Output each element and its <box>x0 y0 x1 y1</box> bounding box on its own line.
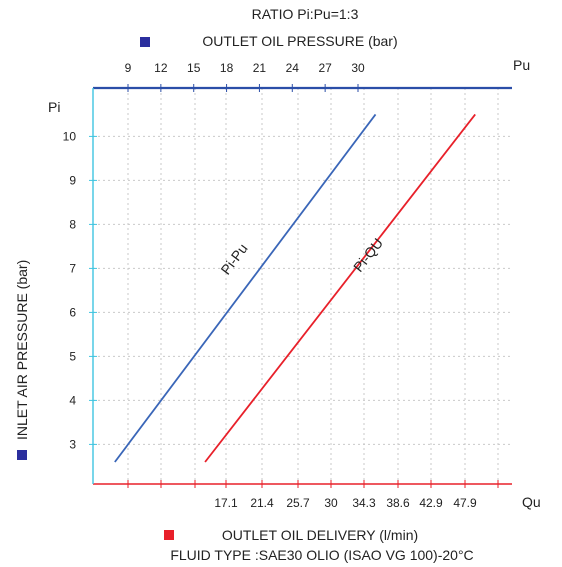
left-tick-label: 9 <box>69 173 76 187</box>
top-tick-label: 12 <box>154 61 168 75</box>
tick-labels: 9 12 15 18 21 24 27 30 17.1 21.4 25.7 30 34.3 38.6 42.… <box>63 61 477 510</box>
left-legend-label: INLET AIR PRESSURE (bar) <box>14 260 30 440</box>
left-tick-label: 8 <box>69 217 76 231</box>
bottom-tick-label: 30 <box>324 496 338 510</box>
left-legend-marker <box>17 450 27 460</box>
axes <box>89 84 512 488</box>
top-tick-label: 9 <box>125 61 132 75</box>
top-legend-marker <box>140 37 150 47</box>
bottom-tick-label: 42.9 <box>419 496 443 510</box>
top-tick-label: 21 <box>253 61 267 75</box>
bottom-tick-label: 38.6 <box>386 496 410 510</box>
left-tick-label: 7 <box>69 261 76 275</box>
bottom-legend-label: OUTLET OIL DELIVERY (l/min) <box>222 527 418 543</box>
top-tick-label: 18 <box>220 61 234 75</box>
bottom-legend-marker <box>164 530 174 540</box>
top-tick-label: 24 <box>286 61 300 75</box>
bottom-tick-label: 17.1 <box>214 496 238 510</box>
top-tick-label: 30 <box>351 61 365 75</box>
left-legend: INLET AIR PRESSURE (bar) <box>14 260 30 460</box>
top-tick-label: 27 <box>318 61 332 75</box>
bottom-tick-label: 25.7 <box>286 496 310 510</box>
left-tick-label: 3 <box>69 437 76 451</box>
series-line-pi-pu <box>114 113 377 463</box>
left-tick-label: 6 <box>69 305 76 319</box>
series-line-pi-qu <box>204 113 476 463</box>
left-tick-label: 10 <box>63 129 77 143</box>
left-tick-label: 5 <box>69 349 76 363</box>
top-legend-label: OUTLET OIL PRESSURE (bar) <box>202 33 397 49</box>
left-axis-symbol: Pi <box>48 99 60 115</box>
top-axis-symbol: Pu <box>513 57 530 73</box>
left-tick-label: 4 <box>69 393 76 407</box>
series-label-pi-pu: Pi-Pu <box>217 241 250 278</box>
bottom-tick-label: 34.3 <box>352 496 376 510</box>
grid-lines <box>93 88 512 484</box>
fluid-type-note: FLUID TYPE :SAE30 OLIO (ISAO VG 100)-20°… <box>170 547 473 563</box>
chart-title: RATIO Pi:Pu=1:3 <box>252 6 359 22</box>
series-label-pi-qu: Pi-QU <box>350 235 386 275</box>
bottom-axis-symbol: Qu <box>522 494 541 510</box>
bottom-tick-label: 21.4 <box>250 496 274 510</box>
series-lines: Pi-Pu Pi-QU <box>114 113 476 463</box>
bottom-tick-label: 47.9 <box>453 496 477 510</box>
top-tick-label: 15 <box>187 61 201 75</box>
